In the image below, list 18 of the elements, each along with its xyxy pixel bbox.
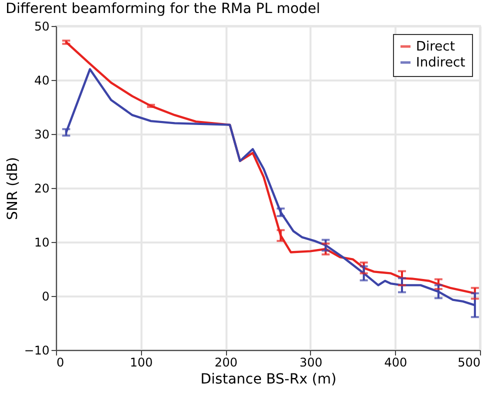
x-axis-title: Distance BS-Rx (m): [200, 372, 336, 388]
legend-label: Indirect: [416, 56, 466, 70]
x-tick-label: 400: [384, 356, 408, 370]
y-tick-label: −10: [24, 344, 50, 358]
y-tick-label: 0: [42, 290, 50, 304]
x-tick-label: 500: [458, 356, 480, 370]
y-tick-label: 10: [34, 236, 50, 250]
y-axis-title: SNR (dB): [5, 157, 22, 220]
y-tick-label: 50: [34, 20, 50, 34]
chart-title: Different beamforming for the RMa PL model: [6, 1, 320, 17]
y-tick-label: 30: [34, 128, 50, 142]
x-tick-label: 200: [214, 356, 238, 370]
x-tick-label: 0: [56, 356, 64, 370]
legend-label: Direct: [416, 40, 455, 54]
x-tick-label: 100: [130, 356, 153, 370]
x-tick-label: 300: [299, 356, 322, 370]
y-tick-label: 20: [34, 182, 50, 196]
y-tick-label: 40: [34, 74, 50, 88]
